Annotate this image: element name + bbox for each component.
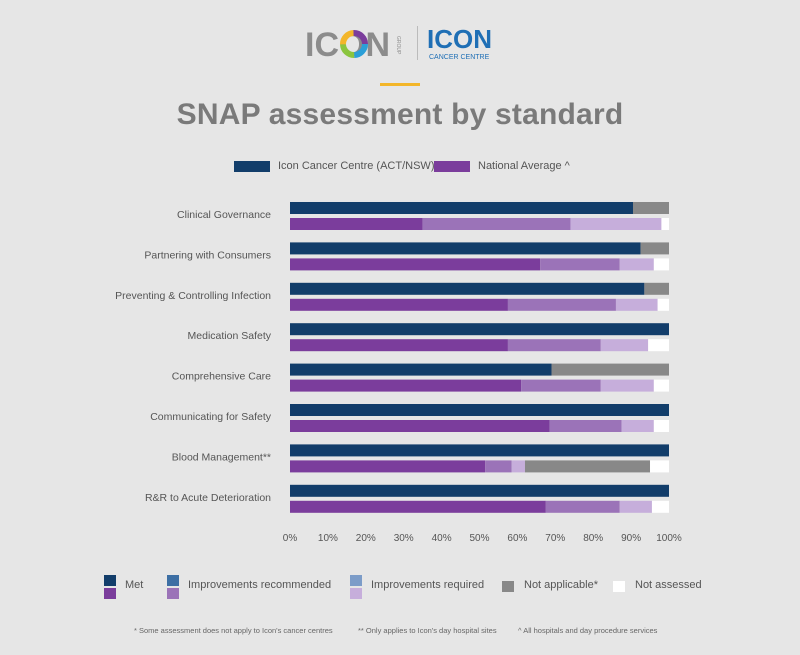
bar-national-blood-management-improvements-required [511,460,525,473]
bar-national-r-r-to-acute-deterioration-met [290,500,546,513]
legend-not-applicable-swatch [502,581,514,592]
x-tick-label: 70% [545,533,565,544]
category-label-r-r-to-acute-deterioration: R&R to Acute Deterioration [145,492,271,504]
bar-icon-medication-safety-met [290,323,669,336]
bar-national-partnering-with-consumers-met [290,258,541,271]
bar-national-communicating-for-safety-improvements-required [621,420,654,432]
title-accent-line [380,83,420,86]
bar-icon-comprehensive-care-met [290,363,552,376]
footnote-national: ^ All hospitals and day procedure servic… [518,626,658,635]
bar-icon-preventing-controlling-infection-not-applicable [644,282,669,295]
bar-national-partnering-with-consumers-improvements-required [619,258,654,271]
category-label-preventing-controlling-infection: Preventing & Controlling Infection [115,290,271,302]
category-label-blood-management: Blood Management** [172,451,271,463]
bar-national-communicating-for-safety-not-assessed [653,420,669,432]
bar-national-medication-safety-improvements-required [600,339,649,352]
x-tick-label: 10% [318,533,338,544]
icon-group-logo: ICON GROUP [305,26,401,62]
bar-icon-communicating-for-safety-met [290,404,669,416]
bar-national-clinical-governance-improvements-recommended [422,218,571,230]
x-tick-label: 40% [432,533,452,544]
x-tick-label: 30% [394,533,414,544]
chart-title: SNAP assessment by standard [176,98,624,131]
bar-national-blood-management-met [290,460,486,473]
legend-required-label: Improvements required [371,579,485,591]
bar-national-blood-management-not-applicable [524,460,651,473]
category-label-medication-safety: Medication Safety [188,330,272,342]
bar-icon-r-r-to-acute-deterioration-met [290,484,669,497]
stacked-bar-chart: Clinical Governance Partnering with Consu… [115,202,682,544]
legend-met-icon-swatch [104,575,116,586]
bar-national-partnering-with-consumers-improvements-recommended [540,258,620,271]
legend-recommended-label: Improvements recommended [188,579,332,591]
segment-legend: Met Improvements recommended Improvement… [0,575,800,605]
bar-national-comprehensive-care-improvements-recommended [521,379,601,392]
icon-cancer-logo-sub: CANCER CENTRE [429,54,490,61]
bar-national-medication-safety-improvements-recommended [507,339,601,352]
legend-swatch-national [434,161,470,172]
series-legend: Icon Cancer Centre (ACT/NSW) National Av… [0,159,800,175]
icon-cancer-centre-logo: ICON CANCER CENTRE [427,24,492,61]
bar-national-comprehensive-care-improvements-required [600,379,654,392]
x-tick-label: 60% [507,533,527,544]
bar-national-blood-management-not-assessed [650,460,669,473]
x-tick-label: 50% [469,533,489,544]
bar-national-comprehensive-care-met [290,379,522,392]
bar-national-medication-safety-met [290,339,508,352]
legend-label-national: National Average ^ [478,160,570,172]
bar-national-preventing-controlling-infection-met [290,298,508,311]
bar-national-communicating-for-safety-met [290,420,550,432]
legend-label-icon: Icon Cancer Centre (ACT/NSW) [278,160,435,172]
bar-icon-blood-management-met [290,444,669,457]
bar-national-clinical-governance-not-assessed [661,218,669,230]
bar-national-comprehensive-care-not-assessed [653,379,669,392]
bar-national-communicating-for-safety-improvements-recommended [549,420,622,432]
x-tick-label: 80% [583,533,603,544]
category-label-partnering-with-consumers: Partnering with Consumers [144,249,271,261]
legend-required-national-swatch [350,588,362,599]
icon-group-logo-sub: GROUP [395,36,401,55]
category-label-comprehensive-care: Comprehensive Care [172,371,271,383]
x-tick-label: 100% [656,533,682,544]
bar-icon-clinical-governance-met [290,202,633,214]
x-tick-label: 0% [283,533,298,544]
legend-not-assessed-swatch [613,581,625,592]
bar-national-preventing-controlling-infection-improvements-recommended [507,298,616,311]
bar-national-r-r-to-acute-deterioration-not-assessed [651,500,669,513]
category-label-communicating-for-safety: Communicating for Safety [150,411,272,423]
footnote-day-hospital: ** Only applies to Icon's day hospital s… [358,626,497,635]
footnote-not-apply: * Some assessment does not apply to Icon… [134,626,333,635]
legend-met-national-swatch [104,588,116,599]
bar-icon-preventing-controlling-infection-met [290,282,645,295]
bar-icon-partnering-with-consumers-met [290,242,641,255]
legend-not-assessed-label: Not assessed [635,579,702,591]
x-tick-label: 20% [356,533,376,544]
legend-met-label: Met [125,579,144,591]
logo-bar: ICON GROUP ICON CANCER CENTRE [0,22,800,62]
legend-swatch-icon [234,161,270,172]
category-label-clinical-governance: Clinical Governance [177,209,271,221]
legend-recommended-national-swatch [167,588,179,599]
bar-national-blood-management-improvements-recommended [485,460,512,473]
bar-national-partnering-with-consumers-not-assessed [653,258,669,271]
legend-recommended-icon-swatch [167,575,179,586]
bar-national-clinical-governance-met [290,218,423,230]
bar-national-r-r-to-acute-deterioration-improvements-recommended [545,500,620,513]
bar-national-r-r-to-acute-deterioration-improvements-required [619,500,652,513]
bar-icon-partnering-with-consumers-not-applicable [640,242,669,255]
x-tick-label: 90% [621,533,641,544]
bar-national-clinical-governance-improvements-required [570,218,662,230]
legend-required-icon-swatch [350,575,362,586]
legend-not-applicable-label: Not applicable* [524,579,598,591]
bar-national-preventing-controlling-infection-improvements-required [615,298,658,311]
bar-icon-clinical-governance-not-applicable [632,202,669,214]
bar-icon-comprehensive-care-not-applicable [551,363,669,376]
bar-national-preventing-controlling-infection-not-assessed [657,298,669,311]
icon-cancer-logo-text: ICON [427,24,492,54]
bar-national-medication-safety-not-assessed [648,339,669,352]
logo-divider [417,26,418,60]
